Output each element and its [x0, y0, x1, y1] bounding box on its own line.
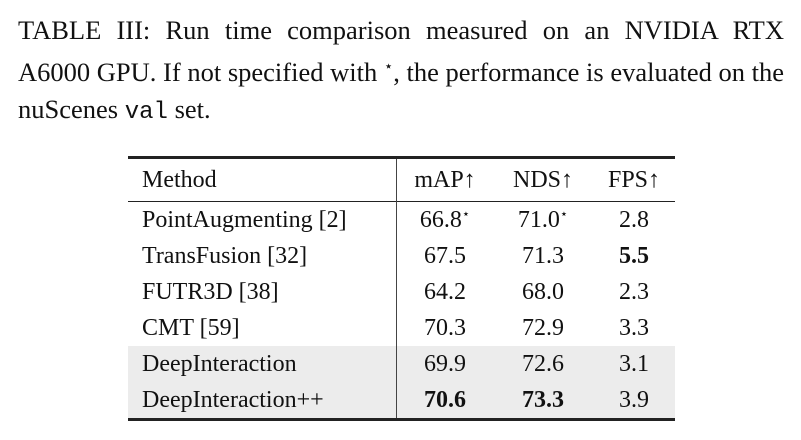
cell-method-value: CMT [59]: [142, 314, 240, 341]
table-row: DeepInteraction 69.9 72.6 3.1: [128, 346, 675, 382]
table-header-row: Method mAP↑ NDS↑ FPS↑: [128, 157, 675, 202]
cell-method: TransFusion [32]: [128, 238, 397, 274]
caption-text-2: , the performance is evaluated on the nu…: [18, 57, 784, 124]
cell-map: 64.2: [397, 274, 494, 310]
header-method: Method: [128, 157, 397, 202]
cell-map-star-mark: ⋆: [461, 206, 471, 221]
cell-nds-value: 73.3: [522, 386, 564, 413]
cell-map: 70.3: [397, 310, 494, 346]
cell-method-value: PointAugmenting [2]: [142, 206, 347, 233]
cell-map-value: 70.3: [424, 314, 466, 341]
cell-map-value: 66.8: [419, 207, 462, 233]
cell-fps: 3.3: [593, 310, 675, 346]
cell-nds-value: 68.0: [522, 278, 564, 305]
table-row: DeepInteraction++ 70.6 73.3 3.9: [128, 382, 675, 420]
cell-fps: 3.1: [593, 346, 675, 382]
cell-method: CMT [59]: [128, 310, 397, 346]
table-row: CMT [59] 70.3 72.9 3.3: [128, 310, 675, 346]
cell-fps: 5.5: [593, 238, 675, 274]
cell-nds: 72.6: [493, 346, 593, 382]
cell-method: DeepInteraction: [128, 346, 397, 382]
cell-fps-value: 5.5: [619, 242, 649, 269]
caption-star-mark: ⋆: [383, 59, 394, 75]
header-fps: FPS↑: [607, 166, 661, 193]
table-body: PointAugmenting [2] 66.8⋆ 71.0⋆ 2.8 TransFus…: [128, 201, 675, 420]
table-caption: TABLE III: Run time comparison measured …: [18, 12, 784, 131]
cell-map: 67.5: [397, 238, 494, 274]
cell-method: PointAugmenting [2]: [128, 201, 397, 238]
table-row: PointAugmenting [2] 66.8⋆ 71.0⋆ 2.8: [128, 201, 675, 239]
cell-fps: 3.9: [593, 382, 675, 420]
header-nds: NDS↑: [512, 166, 573, 193]
cell-map: 70.6: [396, 382, 493, 420]
cell-map-value: 69.9: [424, 350, 466, 377]
cell-method-value: TransFusion [32]: [142, 242, 308, 269]
runtime-comparison-table: Method mAP↑ NDS↑ FPS↑ PointAugmenting [2…: [128, 156, 675, 421]
header-map: mAP↑: [414, 166, 476, 193]
cell-map-value: 70.6: [424, 386, 466, 413]
cell-fps-value: 3.9: [619, 386, 649, 413]
cell-fps-value: 3.3: [619, 314, 649, 341]
table-row: FUTR3D [38] 64.2 68.0 2.3: [128, 274, 675, 310]
cell-nds-star-mark: ⋆: [559, 206, 569, 221]
cell-map: 66.8⋆: [397, 202, 494, 239]
cell-fps-value: 2.3: [619, 278, 649, 305]
cell-method-value: FUTR3D [38]: [142, 278, 279, 305]
cell-nds: 71.3: [493, 238, 593, 274]
cell-method: DeepInteraction++: [128, 382, 397, 420]
cell-nds-value: 71.3: [522, 242, 564, 269]
cell-method: FUTR3D [38]: [128, 274, 397, 310]
cell-fps: 2.3: [593, 274, 675, 310]
cell-nds: 72.9: [493, 310, 593, 346]
caption-code-val: val: [124, 99, 168, 126]
cell-fps-value: 3.1: [619, 350, 649, 377]
cell-fps: 2.8: [593, 202, 675, 239]
cell-nds-value: 71.0: [517, 207, 560, 233]
table-row: TransFusion [32] 67.5 71.3 5.5: [128, 238, 675, 274]
cell-map: 69.9: [396, 346, 493, 382]
cell-nds: 68.0: [493, 274, 593, 310]
caption-text-1: TABLE III: Run time comparison measured …: [18, 15, 784, 87]
cell-nds: 71.0⋆: [493, 202, 593, 239]
cell-nds-value: 72.6: [522, 350, 564, 377]
cell-method-value: DeepInteraction: [142, 350, 297, 377]
cell-map-value: 64.2: [424, 278, 466, 305]
caption-text-3: set.: [167, 94, 211, 124]
cell-method-value: DeepInteraction++: [142, 386, 324, 413]
cell-nds-value: 72.9: [522, 314, 564, 341]
cell-map-value: 67.5: [424, 242, 466, 269]
cell-fps-value: 2.8: [619, 206, 649, 233]
cell-nds: 73.3: [493, 382, 593, 420]
